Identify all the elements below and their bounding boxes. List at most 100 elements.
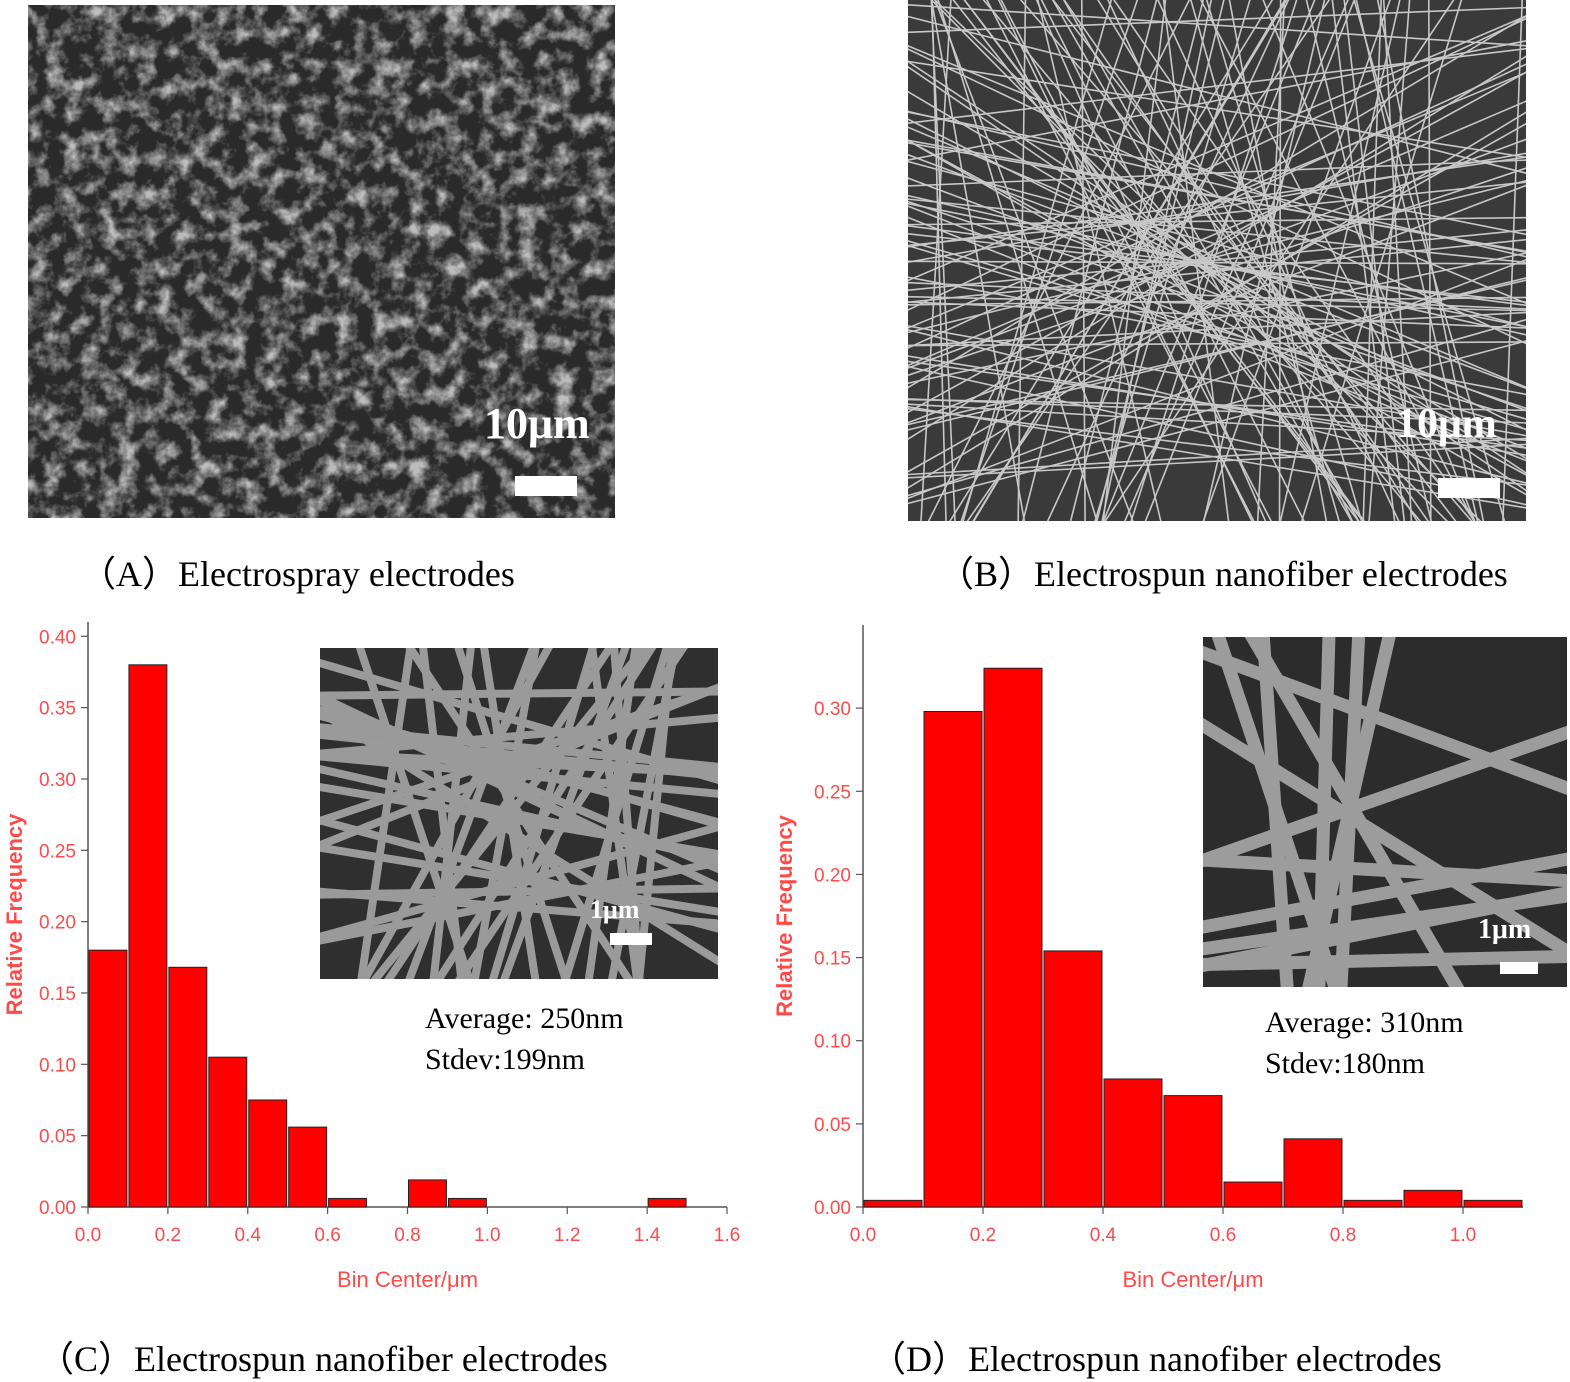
y-tick-label: 0.25	[814, 782, 851, 803]
fiber	[908, 15, 1526, 174]
fiber	[1097, 0, 1419, 521]
fiber	[419, 648, 466, 979]
x-tick-label: 0.6	[314, 1225, 340, 1246]
bar-c	[248, 1099, 288, 1208]
fiber	[1211, 637, 1342, 987]
scale-bar-b	[1438, 478, 1500, 498]
fiber	[429, 648, 475, 979]
fiber	[908, 279, 1526, 426]
y-tick-label: 0.00	[39, 1198, 76, 1219]
bar-c	[647, 1197, 687, 1208]
bar-d	[1103, 1078, 1163, 1208]
fiber	[908, 360, 1526, 449]
bar-d	[1403, 1189, 1463, 1208]
fiber	[908, 408, 1526, 486]
x-tick-label: 0.8	[394, 1225, 420, 1246]
inset-scale-bar-d	[1500, 962, 1538, 974]
fiber	[320, 843, 718, 916]
x-tick-label: 1.4	[634, 1225, 661, 1246]
y-tick-label: 0.10	[39, 1055, 76, 1076]
fiber	[908, 60, 1526, 159]
caption-c: （C）Electrospun nanofiber electrodes	[38, 1339, 608, 1379]
fiber	[320, 765, 718, 864]
fiber	[908, 40, 1526, 161]
fiber	[908, 225, 1526, 307]
fiber	[908, 65, 1526, 492]
stats-d: Average: 310nm Stdev:180nm	[1265, 1002, 1464, 1084]
fiber	[1101, 0, 1213, 521]
fiber	[908, 296, 1526, 306]
bar-d	[983, 667, 1043, 1208]
fiber	[1202, 0, 1391, 521]
fiber	[949, 0, 1274, 521]
fiber	[1203, 950, 1567, 972]
electrospray-sem-image	[28, 5, 615, 518]
bar-c	[328, 1197, 368, 1208]
fiber	[320, 816, 718, 933]
fiber	[1203, 852, 1567, 934]
fiber	[1046, 0, 1290, 521]
fiber	[488, 648, 597, 979]
fiber	[1228, 0, 1328, 521]
inset-scale-label-d: 1μm	[1478, 914, 1532, 945]
y-tick-label: 0.35	[39, 699, 76, 720]
caption-b: （B）Electrospun nanofiber electrodes	[938, 554, 1508, 594]
fiber	[908, 229, 1526, 291]
bar-c	[168, 966, 208, 1208]
fiber	[908, 153, 1526, 390]
fiber	[320, 887, 718, 928]
fiber	[908, 118, 1526, 431]
fiber	[960, 0, 1139, 521]
y-axis-label: Relative Frequency	[2, 813, 27, 1016]
fiber	[962, 0, 1113, 521]
fiber	[908, 252, 1526, 384]
fiber	[1368, 0, 1411, 521]
electrospun-sem-image	[908, 0, 1526, 521]
fiber	[908, 301, 1526, 329]
scale-bar-label-a: 10μm	[484, 399, 590, 448]
x-tick-label: 0.4	[1090, 1225, 1117, 1246]
fiber	[1343, 0, 1406, 521]
fiber	[908, 180, 1526, 334]
fiber	[908, 340, 1526, 505]
bar-c	[288, 1126, 328, 1208]
fiber	[920, 0, 952, 521]
fiber	[908, 311, 1526, 347]
y-axis-label: Relative Frequency	[772, 814, 797, 1017]
bar-c	[408, 1179, 447, 1208]
bar-d	[1463, 1199, 1523, 1208]
y-tick-label: 0.20	[814, 865, 851, 886]
fiber	[908, 138, 1526, 369]
fiber	[908, 60, 1526, 474]
scale-bar-label-b: 10μm	[1396, 401, 1497, 447]
fiber	[1052, 0, 1457, 521]
fiber	[908, 240, 1526, 420]
average-d: Average: 310nm	[1265, 1006, 1464, 1039]
y-tick-label: 0.30	[814, 699, 851, 720]
y-tick-label: 0.20	[39, 913, 76, 934]
fiber	[908, 139, 1526, 254]
histogram-c: 0.0 0.2 0.4 0.6 0.8 1.0 1.2 1.4 1.6 0.00 0.05 0.10 0…	[2, 622, 740, 1292]
stdev-d: Stdev:180nm	[1265, 1047, 1426, 1080]
fiber	[908, 329, 1526, 484]
fiber	[1199, 0, 1475, 521]
bar-c	[208, 1056, 248, 1208]
bar-d	[863, 1199, 923, 1208]
fiber	[908, 355, 1526, 456]
x-tick-label: 0.8	[1330, 1225, 1356, 1246]
scale-bar-a	[515, 476, 577, 496]
fiber	[1051, 0, 1353, 521]
fiber	[952, 0, 1364, 521]
fiber	[908, 365, 1526, 506]
x-tick-label: 1.6	[714, 1225, 740, 1246]
inset-sem-d	[1203, 637, 1567, 987]
fiber	[1203, 725, 1567, 868]
fiber	[1279, 0, 1401, 521]
x-tick-label: 0.6	[1210, 1225, 1236, 1246]
inset-scale-bar-c	[610, 933, 652, 945]
fiber	[908, 295, 1526, 312]
x-tick-label: 0.2	[970, 1225, 996, 1246]
inset-sem-c	[320, 648, 718, 979]
y-tick-label: 0.00	[814, 1198, 851, 1219]
bar-d	[1283, 1138, 1343, 1208]
